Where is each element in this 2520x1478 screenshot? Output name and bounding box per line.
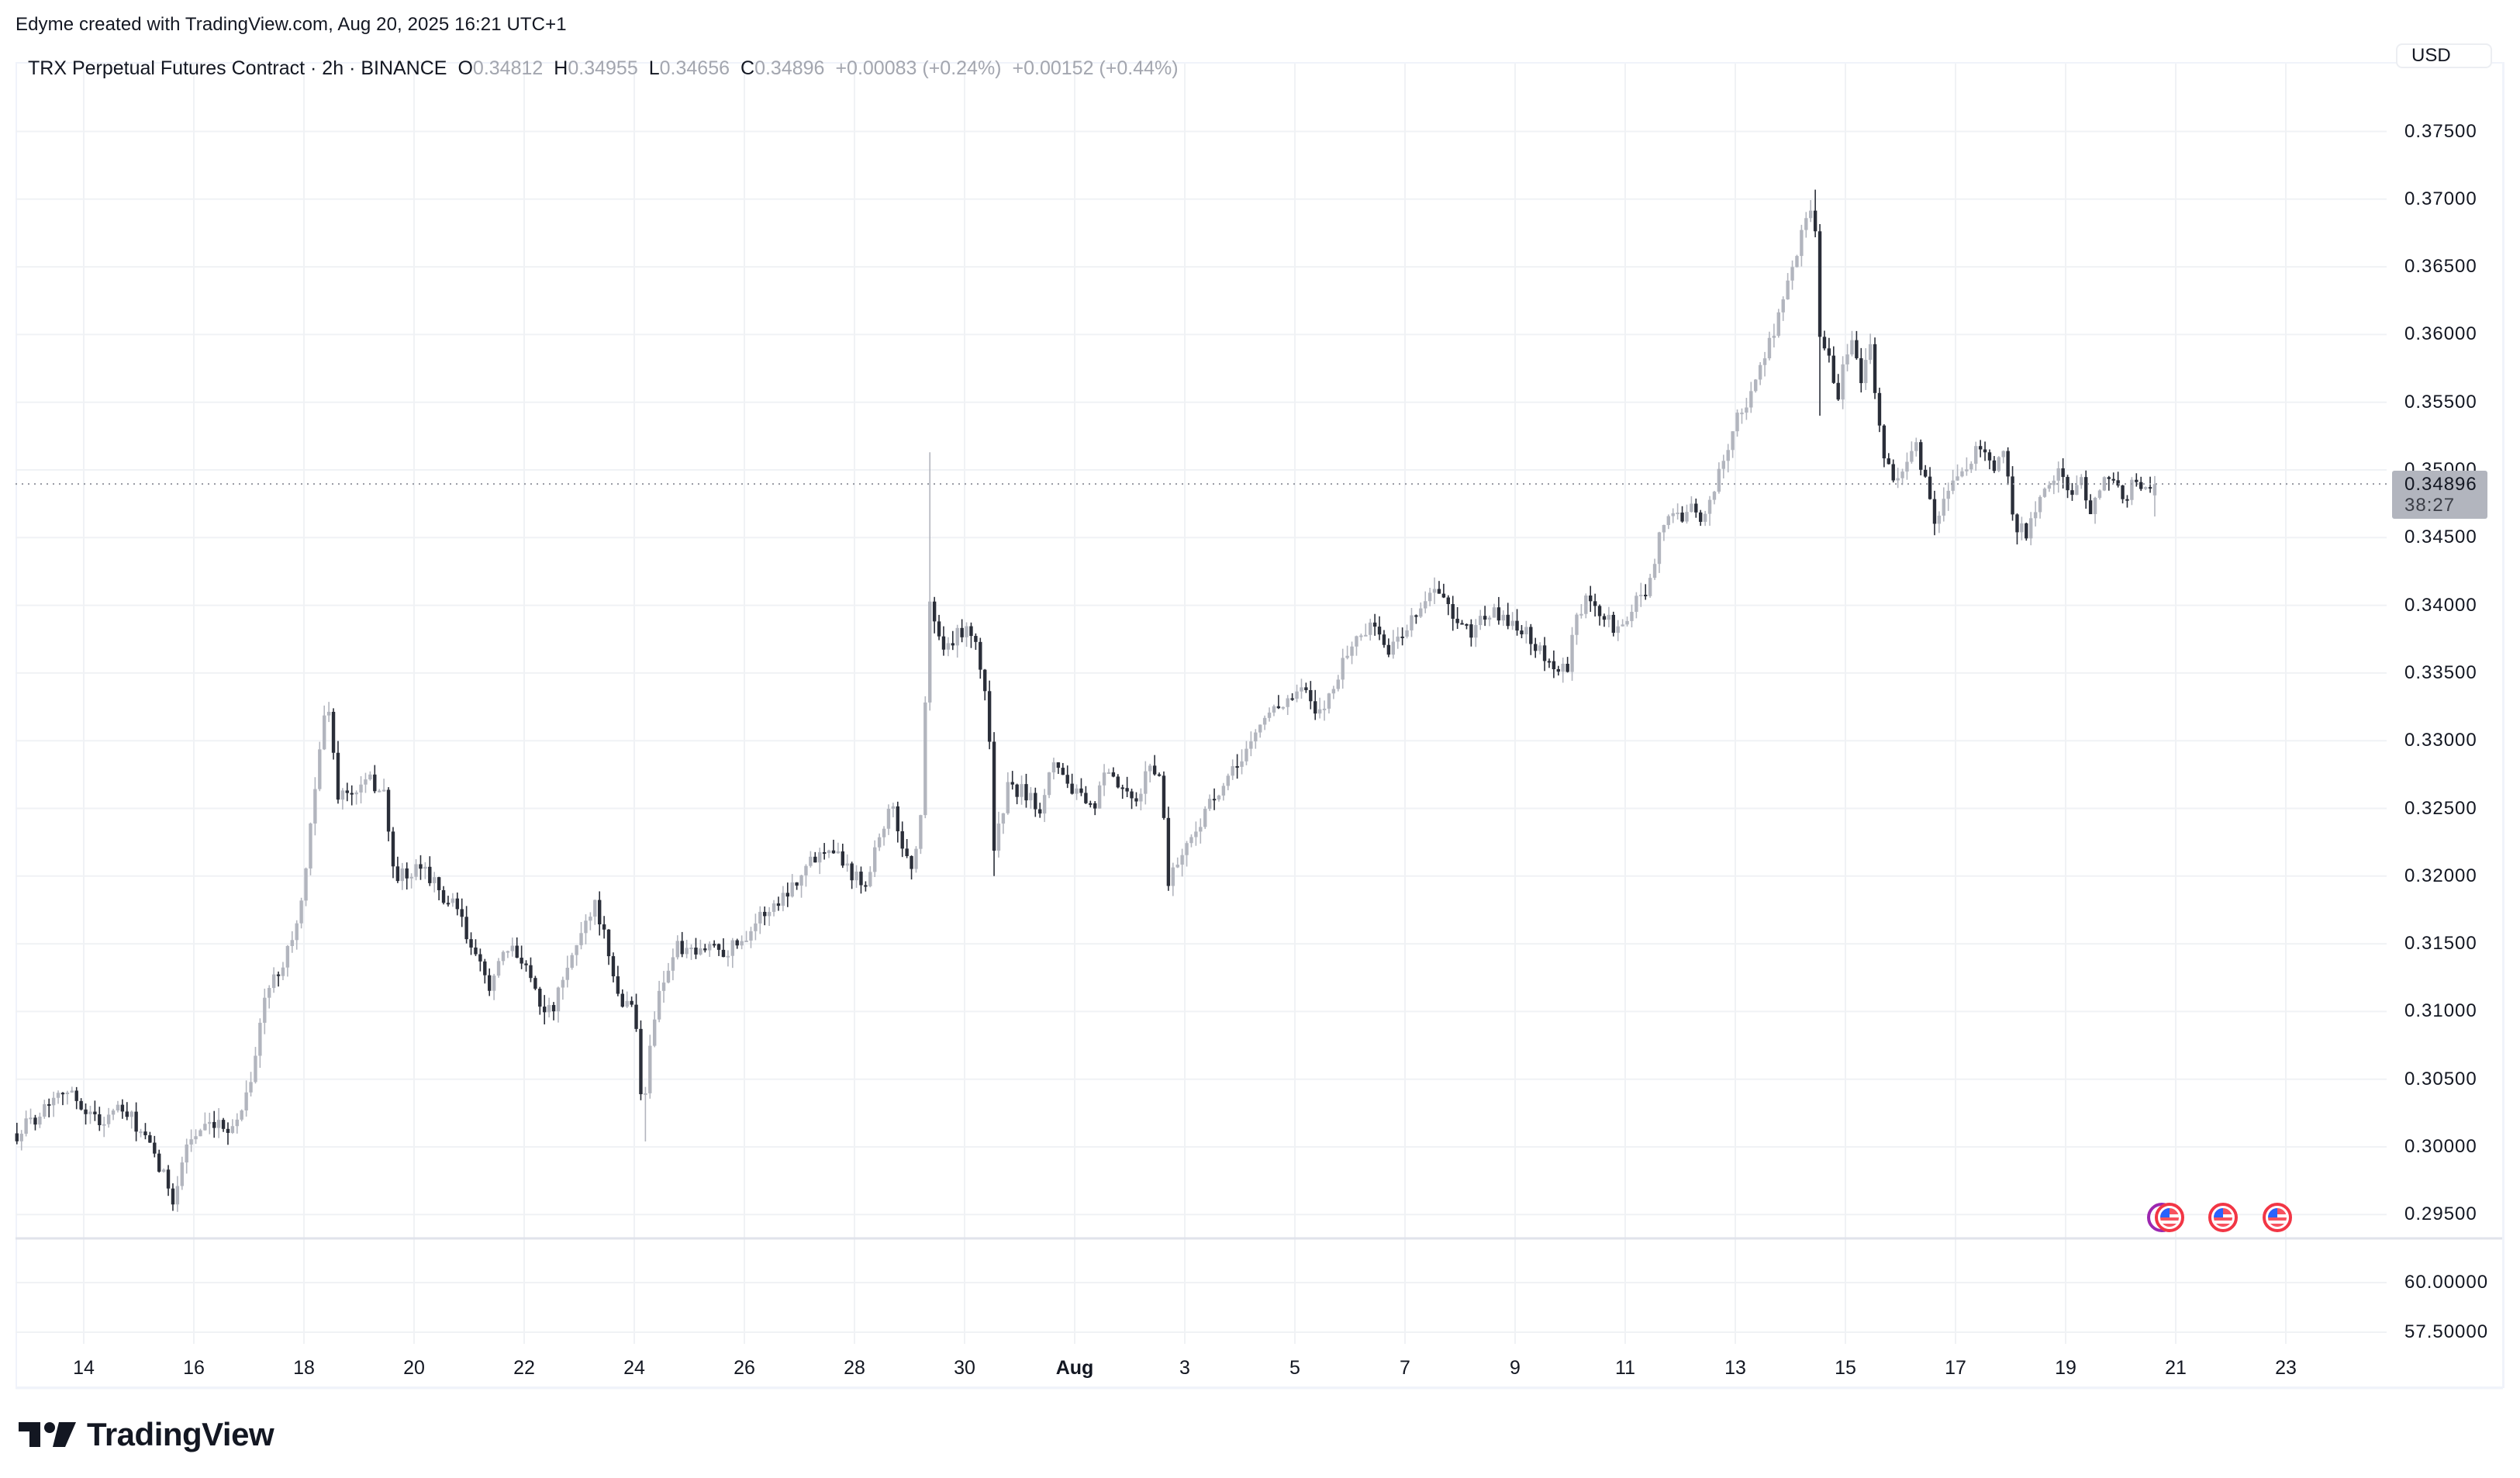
close-value: 0.34896 [754,57,825,79]
price-axis-label: 0.31000 [2404,1000,2477,1022]
price-axis-label: 0.31500 [2404,933,2477,955]
price-axis-label: 0.36000 [2404,323,2477,345]
price-axis-label: 0.35500 [2404,391,2477,413]
time-axis-label: 18 [293,1357,315,1379]
attribution-text: Edyme created with TradingView.com, Aug … [16,14,567,35]
price-axis-label: 0.32500 [2404,797,2477,819]
time-axis-label: 22 [513,1357,535,1379]
close-label: C [740,57,755,79]
high-value: 0.34955 [568,57,638,79]
price-axis-label: 0.34000 [2404,594,2477,616]
time-axis-label: 5 [1289,1357,1300,1379]
time-axis-label: 17 [1945,1357,1966,1379]
symbol-title[interactable]: TRX Perpetual Futures Contract · 2h · BI… [28,57,447,79]
time-axis-label: 14 [73,1357,95,1379]
high-label: H [554,57,568,79]
time-axis-label: 20 [403,1357,425,1379]
symbol-legend: TRX Perpetual Futures Contract · 2h · BI… [28,57,1179,80]
time-axis-label: 9 [1510,1357,1521,1379]
price-axis-label: 0.33500 [2404,661,2477,683]
indicator-axis-label: 60.00000 [2404,1272,2489,1293]
us-flag-icon[interactable] [2208,1203,2238,1232]
time-axis-label: 16 [183,1357,205,1379]
price-axis-label: 0.30500 [2404,1068,2477,1090]
change-value: +0.00083 (+0.24%) [835,57,1002,79]
low-label: L [648,57,660,79]
price-axis-label: 0.37500 [2404,120,2477,142]
candles [15,189,2157,1212]
price-axis-label: 0.30000 [2404,1136,2477,1157]
time-axis-label: 3 [1179,1357,1190,1379]
open-label: O [457,57,473,79]
us-flag-icon[interactable] [2155,1203,2184,1232]
time-axis-label: 15 [1835,1357,1856,1379]
change-value-secondary: +0.00152 (+0.44%) [1012,57,1179,79]
price-axis-label: 0.34500 [2404,527,2477,548]
time-axis-label: 26 [734,1357,755,1379]
time-axis-label: 30 [954,1357,975,1379]
time-axis-label: 7 [1400,1357,1410,1379]
low-value: 0.34656 [659,57,730,79]
time-axis-label: 24 [623,1357,645,1379]
price-axis-label: 0.37000 [2404,188,2477,209]
logo-wordmark: TradingView [87,1416,274,1452]
time-axis-label: 13 [1724,1357,1746,1379]
time-axis-label: Aug [1055,1357,1094,1379]
last-price-badge: 0.34896 38:27 [2392,471,2487,519]
indicator-axis-label: 57.50000 [2404,1321,2489,1342]
open-value: 0.34812 [472,57,544,79]
last-price-value: 0.34896 [2404,474,2477,495]
time-axis-label: 21 [2165,1357,2187,1379]
price-axis-label: 0.29500 [2404,1203,2477,1225]
time-axis-label: 11 [1615,1357,1635,1379]
bar-countdown: 38:27 [2404,495,2456,516]
time-axis-label: 23 [2275,1357,2297,1379]
tradingview-logo-icon [19,1422,76,1447]
currency-button[interactable]: USD [2396,43,2492,68]
time-axis-label: 19 [2055,1357,2076,1379]
price-axis-label: 0.36500 [2404,256,2477,278]
us-flag-icon[interactable] [2263,1203,2292,1232]
price-axis-label: 0.33000 [2404,730,2477,751]
tradingview-logo[interactable]: TradingView [19,1416,274,1453]
time-axis-label: 28 [844,1357,865,1379]
price-axis-label: 0.32000 [2404,865,2477,886]
